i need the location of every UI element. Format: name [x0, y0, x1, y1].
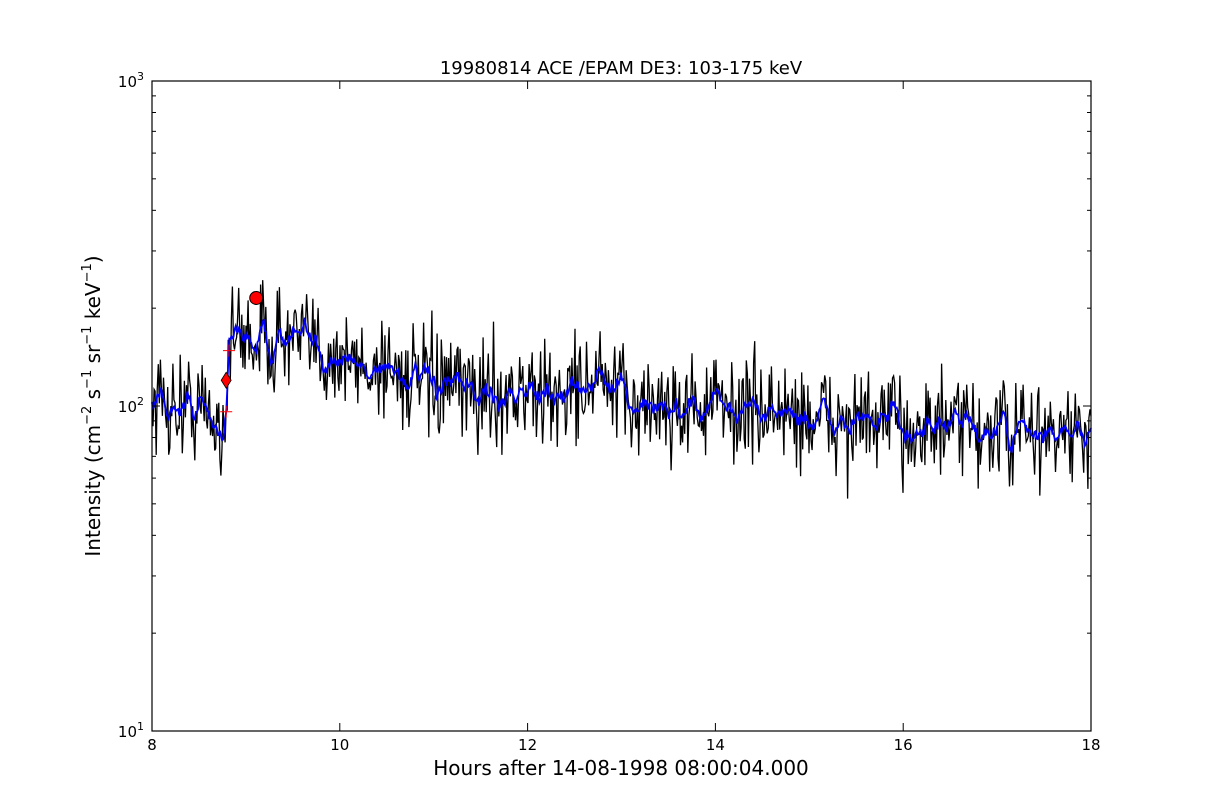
marker-plus	[222, 344, 235, 357]
x-tick-label: 18	[1081, 736, 1100, 754]
x-tick-label: 8	[147, 736, 157, 754]
x-tick-label: 14	[706, 736, 725, 754]
y-axis-title: Intensity (cm−2 s−1 sr−1 keV−1)	[80, 255, 105, 556]
x-tick-label: 12	[518, 736, 537, 754]
y-axis-title-part: s	[81, 389, 105, 406]
plot-area	[151, 280, 1092, 499]
y-tick-label: 101	[118, 720, 144, 741]
chart-title: 19980814 ACE /EPAM DE3: 103-175 keV	[440, 58, 803, 79]
y-tick-label: 103	[118, 70, 144, 91]
marker-plus	[220, 405, 233, 418]
marker-circle	[249, 290, 264, 305]
y-axis-title-part: sr	[81, 344, 105, 370]
y-axis-title-sup: −1	[80, 326, 95, 345]
y-axis-title-sup: −1	[80, 370, 95, 389]
y-axis-title-sup: −1	[80, 263, 95, 282]
series-line-smoothed	[151, 317, 1092, 453]
x-tick-label: 16	[894, 736, 913, 754]
axes: 8 10 12 14 16 18 101 102 103	[118, 70, 1101, 754]
x-axis-title: Hours after 14-08-1998 08:00:04.000	[433, 756, 809, 780]
y-axis-title-sup: −2	[80, 406, 95, 425]
marker-diamond	[220, 371, 232, 390]
x-tick-label: 10	[330, 736, 349, 754]
y-axis-title-suffix: )	[81, 255, 105, 263]
y-axis-title-prefix: Intensity (cm	[81, 425, 105, 557]
y-tick-label: 102	[118, 395, 144, 416]
series-line-raw	[151, 280, 1092, 499]
y-axis-title-part: keV	[81, 282, 105, 326]
plot-frame	[151, 80, 1092, 732]
